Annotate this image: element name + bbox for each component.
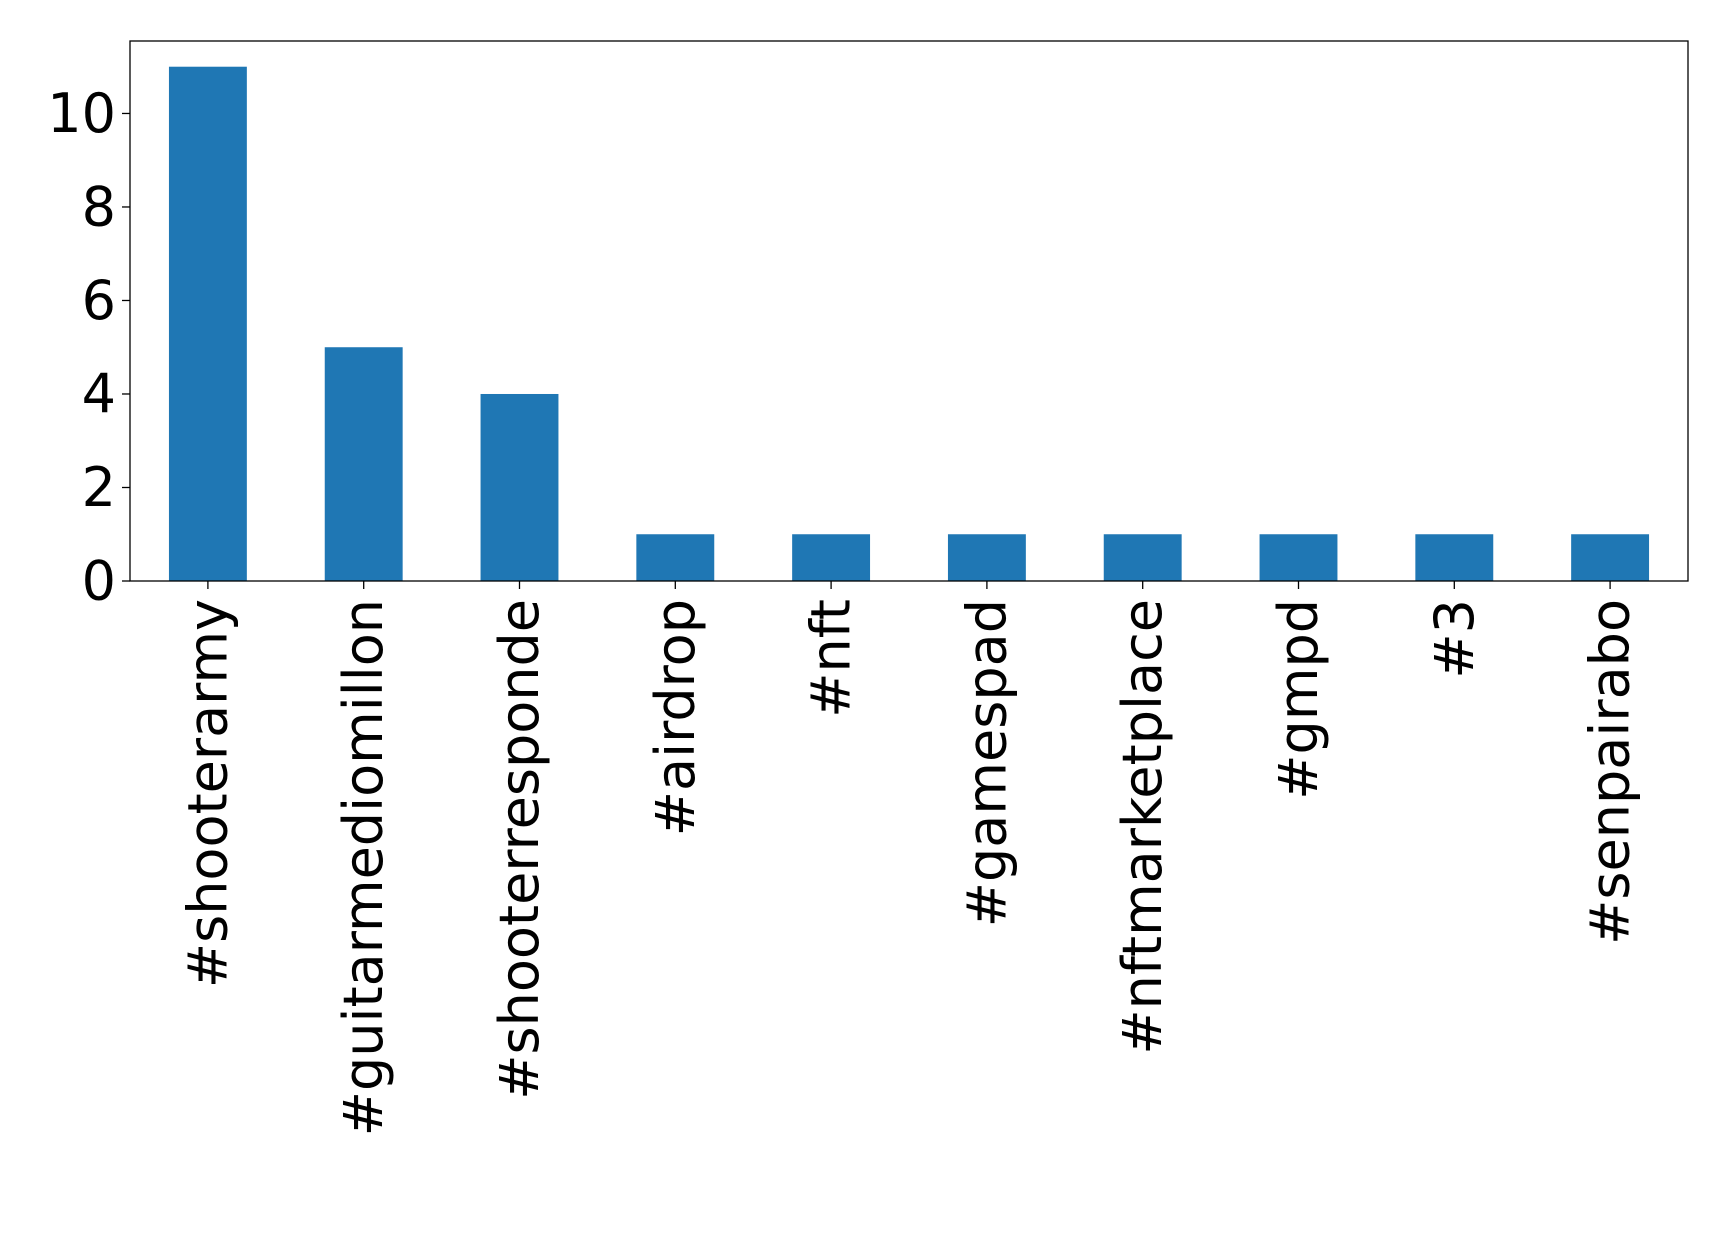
bar-shooterresponde bbox=[480, 393, 559, 581]
bar-gmpd bbox=[1259, 534, 1338, 581]
bar-gamespad bbox=[947, 534, 1026, 581]
bars-group bbox=[168, 66, 1650, 581]
bar-senpairabo bbox=[1571, 534, 1650, 581]
y-tick-label: 6 bbox=[82, 269, 116, 332]
x-tick-label: #gamespad bbox=[955, 599, 1018, 927]
bar-shooterarmy bbox=[168, 66, 247, 581]
y-tick-label: 4 bbox=[82, 362, 116, 425]
y-axis: 0 2 4 6 8 10 bbox=[47, 82, 130, 613]
x-tick-label: #airdrop bbox=[644, 599, 707, 836]
y-tick-label: 8 bbox=[82, 175, 116, 238]
y-tick-label: 10 bbox=[47, 82, 116, 145]
y-tick-label: 0 bbox=[82, 550, 116, 613]
plot-frame bbox=[129, 40, 1689, 582]
x-tick-label: #shooterresponde bbox=[488, 599, 551, 1100]
x-tick-label: #gmpd bbox=[1267, 599, 1330, 800]
x-tick-label: #nftmarketplace bbox=[1111, 599, 1174, 1055]
x-axis: #shooterarmy #guitarmediomillon #shooterre… bbox=[176, 581, 1642, 1136]
bar-nft bbox=[792, 534, 871, 581]
x-tick-label: #3 bbox=[1423, 599, 1486, 679]
bar-airdrop bbox=[636, 534, 715, 581]
bar-guitarmediomillon bbox=[324, 347, 403, 581]
x-tick-label: #senpairabo bbox=[1579, 599, 1642, 945]
x-tick-label: #nft bbox=[800, 599, 863, 718]
x-tick-label: #guitarmediomillon bbox=[332, 599, 395, 1136]
x-tick-label: #shooterarmy bbox=[176, 599, 239, 988]
bar-nftmarketplace bbox=[1103, 534, 1182, 581]
y-tick-label: 2 bbox=[82, 456, 116, 519]
bar-3 bbox=[1415, 534, 1494, 581]
